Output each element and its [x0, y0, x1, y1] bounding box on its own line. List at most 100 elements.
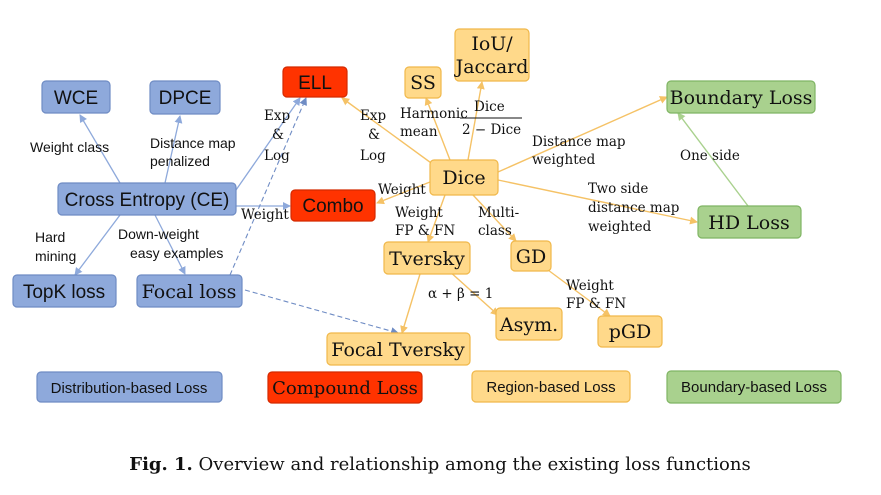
legend-compound: Compound Loss — [267, 371, 423, 404]
edge-dice-to-ss — [424, 97, 451, 161]
node-dice: Dice — [429, 159, 499, 196]
edge-ce-to-dpce — [164, 115, 183, 184]
node-dpce-label: DPCE — [159, 88, 212, 109]
edge-ce-to-ell — [235, 97, 301, 191]
figure-caption-text: Overview and relationship among the exis… — [193, 454, 751, 475]
edges — [74, 81, 749, 335]
legend-distribution-label: Distribution-based Loss — [51, 380, 208, 397]
legend-region-label: Region-based Loss — [486, 379, 615, 396]
node-focal-loss: Focal loss — [136, 274, 243, 308]
label-distance-map-penalized-2: penalized — [150, 153, 210, 169]
label-two-side-1: Two side — [588, 181, 648, 197]
node-combo: Combo — [290, 189, 376, 222]
node-gd: GD — [510, 240, 552, 272]
node-tversky-label: Tversky — [389, 248, 465, 270]
label-hard-mining-2: mining — [35, 248, 76, 264]
node-hd-loss-label: HD Loss — [708, 212, 789, 234]
edge-dice-to-ell — [341, 97, 439, 169]
label-harmonic-2: mean — [400, 124, 438, 140]
label-dice-fraction-num: Dice — [474, 99, 505, 115]
label-weight-fp-fn-gd-2: FP & FN — [566, 296, 626, 312]
label-exp-right-2: & — [368, 127, 380, 143]
legend: Distribution-based Loss Compound Loss Re… — [36, 370, 842, 404]
label-weight-ce-combo: Weight — [241, 207, 289, 223]
node-ss-label: SS — [410, 72, 436, 94]
legend-compound-label: Compound Loss — [272, 378, 418, 399]
label-distance-map-weighted-2: weighted — [532, 152, 596, 168]
label-weight-fp-fn-1: Weight — [395, 205, 443, 221]
node-cross-entropy: Cross Entropy (CE) — [57, 182, 237, 216]
label-multi-class-2: class — [478, 223, 512, 239]
node-ell-label: ELL — [298, 73, 332, 94]
label-weight-fp-fn-2: FP & FN — [395, 223, 455, 239]
edge-tversky-to-focal-tversky — [400, 273, 421, 334]
label-distance-map-penalized-1: Distance map — [150, 135, 236, 151]
node-topk: TopK loss — [12, 274, 117, 308]
node-combo-label: Combo — [302, 196, 363, 217]
node-tversky: Tversky — [383, 241, 471, 275]
node-boundary-loss: Boundary Loss — [666, 80, 816, 114]
label-dice-fraction-den: 2 − Dice — [462, 122, 521, 138]
edge-dice-to-boundary — [497, 96, 668, 173]
label-exp-right-1: Exp — [360, 108, 386, 124]
label-down-weight-2: easy examples — [130, 245, 223, 261]
node-iou-label-2: Jaccard — [454, 56, 529, 78]
node-dpce: DPCE — [149, 80, 221, 115]
edge-ce-to-wce — [79, 114, 121, 184]
node-focal-tversky: Focal Tversky — [326, 332, 471, 366]
edge-labels: Weight class Distance map penalized Exp … — [30, 99, 740, 312]
edge-ce-to-focal — [154, 214, 186, 275]
legend-boundary-label: Boundary-based Loss — [681, 379, 827, 396]
node-boundary-loss-label: Boundary Loss — [670, 87, 813, 109]
node-asym: Asym. — [495, 307, 563, 341]
edge-dice-to-tversky — [426, 194, 446, 243]
label-harmonic-1: Harmonic — [400, 106, 468, 122]
node-pgd: pGD — [597, 315, 663, 348]
label-two-side-2: distance map — [588, 200, 679, 216]
label-two-side-3: weighted — [588, 219, 652, 235]
nodes: WCE DPCE ELL SS IoU/ Jaccard Boundary Lo… — [12, 28, 816, 366]
edge-hd-to-boundary — [677, 112, 749, 207]
node-iou-jaccard: IoU/ Jaccard — [454, 28, 530, 82]
label-exp-left-2: & — [272, 127, 284, 143]
label-hard-mining-1: Hard — [35, 229, 65, 245]
label-exp-right-3: Log — [360, 148, 386, 164]
edge-gd-to-pgd — [547, 269, 611, 317]
legend-region: Region-based Loss — [471, 370, 631, 403]
node-wce-label: WCE — [54, 88, 98, 109]
label-down-weight-1: Down-weight — [118, 226, 199, 242]
label-weight-class: Weight class — [30, 139, 109, 155]
legend-boundary: Boundary-based Loss — [666, 370, 842, 404]
node-hd-loss: HD Loss — [697, 205, 802, 239]
node-pgd-label: pGD — [609, 321, 652, 343]
node-topk-label: TopK loss — [23, 282, 105, 303]
node-dice-label: Dice — [442, 167, 485, 189]
edge-ce-to-topk — [74, 214, 121, 276]
node-ss: SS — [404, 66, 442, 99]
label-alpha-beta: α + β = 1 — [428, 286, 493, 302]
label-weight-fp-fn-gd-1: Weight — [566, 278, 614, 294]
edge-dice-to-gd — [472, 194, 517, 242]
figure-caption-label: Fig. 1. — [129, 454, 193, 475]
node-gd-label: GD — [516, 246, 546, 268]
edge-tversky-to-asym — [447, 269, 499, 316]
edge-dice-to-combo — [376, 181, 431, 205]
edge-focal-to-ell — [229, 97, 307, 276]
label-exp-left-1: Exp — [264, 108, 290, 124]
label-distance-map-weighted-1: Distance map — [532, 134, 626, 150]
edge-dice-to-hd — [497, 179, 698, 225]
node-cross-entropy-label: Cross Entropy (CE) — [65, 190, 230, 211]
node-focal-loss-label: Focal loss — [142, 281, 237, 303]
node-wce: WCE — [41, 80, 111, 114]
label-exp-left-3: Log — [264, 148, 290, 164]
legend-distribution: Distribution-based Loss — [36, 371, 223, 403]
label-one-side: One side — [680, 148, 740, 164]
label-weight-dice-combo: Weight — [378, 182, 426, 198]
node-focal-tversky-label: Focal Tversky — [331, 339, 465, 361]
label-multi-class-1: Multi- — [478, 205, 519, 221]
node-ell: ELL — [282, 66, 348, 98]
edge-focal-to-focal-tversky — [244, 289, 399, 335]
node-iou-label-1: IoU/ — [471, 33, 513, 55]
figure-caption: Fig. 1. Overview and relationship among … — [129, 454, 750, 475]
